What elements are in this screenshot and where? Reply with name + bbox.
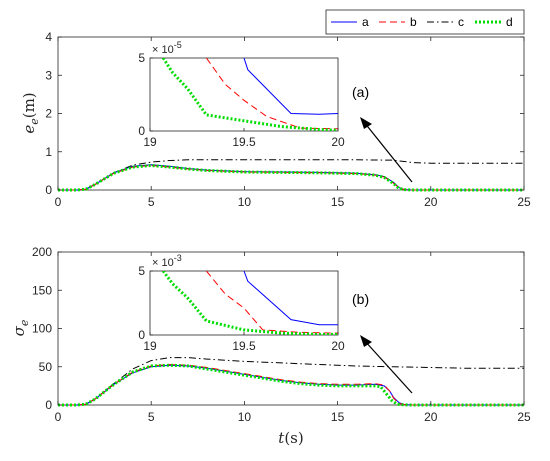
inset-x-tick-label: 19.5: [232, 135, 256, 149]
annotation-arrow: [363, 121, 413, 183]
inset-series-line-a: [243, 58, 338, 115]
y-tick-label: 0: [45, 398, 52, 412]
y-tick-label: 4: [45, 30, 52, 44]
inset-tick-layer: 19 19.5 20 0 5: [138, 51, 345, 149]
series-line-d: [58, 363, 524, 407]
x-tick-label: 0: [55, 195, 62, 209]
x-tick-label: 25: [517, 410, 531, 424]
y-tick-label: 1: [45, 145, 52, 159]
legend-label-b: b: [410, 15, 417, 29]
panel-label: (a): [352, 84, 369, 100]
series-line-d: [58, 163, 524, 192]
inset-y-tick-label: 5: [138, 51, 145, 65]
inset-axes: 19 19.5 20 0 5 × 10-5: [138, 40, 345, 149]
x-tick-label: 10: [238, 195, 252, 209]
x-tick-label: 10: [238, 410, 252, 424]
panel-label: (b): [352, 291, 369, 307]
x-axis-label: t(s): [278, 429, 303, 447]
inset-x-tick-label: 19: [143, 135, 157, 149]
legend-items: a b c d: [331, 15, 513, 29]
x-tick-label: 15: [331, 195, 345, 209]
x-tick-label: 20: [424, 195, 438, 209]
inset-multiplier: × 10-3: [152, 253, 182, 269]
inset-y-tick-label: 0: [138, 124, 145, 138]
tick-layer: 0 5 10 15 20 25 0 1 2 3 4: [45, 30, 531, 209]
inset-y-tick-label: 0: [138, 328, 145, 342]
series-line-c: [58, 159, 524, 191]
inset-series-layer: [161, 271, 338, 335]
inset-series-line-b: [206, 271, 338, 334]
annotation-arrow: [363, 339, 413, 394]
legend-label-d: d: [506, 15, 513, 29]
y-axis-label: σe: [10, 319, 31, 336]
y-tick-label: 2: [45, 107, 52, 121]
y-tick-label: 3: [45, 68, 52, 82]
y-tick-label: 150: [32, 283, 52, 297]
inset-y-tick-label: 5: [138, 264, 145, 278]
legend: a b c d: [325, 9, 525, 35]
arrowhead-icon: [360, 335, 372, 347]
inset-series-line-d: [161, 271, 338, 335]
x-tick-label: 5: [148, 410, 155, 424]
legend-label-a: a: [362, 15, 369, 29]
inset-x-tick-label: 19.5: [232, 339, 256, 353]
inset-series-line-d: [161, 58, 338, 131]
inset-series-layer: [161, 58, 338, 131]
series-layer: [58, 159, 524, 192]
inset-x-tick-label: 19: [143, 339, 157, 353]
x-tick-label: 15: [331, 410, 345, 424]
inset-axes: 19 19.5 20 0 5 × 10-3: [138, 253, 345, 353]
y-tick-label: 200: [32, 245, 52, 259]
x-tick-label: 0: [55, 410, 62, 424]
y-tick-label: 50: [39, 360, 53, 374]
inset-tick-layer: 19 19.5 20 0 5: [138, 264, 345, 353]
y-axis-label: ee(m): [20, 92, 41, 133]
x-tick-label: 25: [517, 195, 531, 209]
y-tick-label: 0: [45, 183, 52, 197]
inset-frame: [149, 270, 339, 336]
arrowhead-icon: [360, 117, 372, 129]
inset-series-line-a: [243, 271, 338, 326]
inset-multiplier: × 10-5: [152, 40, 182, 56]
panel-a: 0 5 10 15 20 25 0 1 2 3 4 ee(m) (a) 19 19.5 20 0 5 × 1…: [20, 30, 531, 209]
inset-x-tick-label: 20: [331, 135, 345, 149]
x-tick-label: 20: [424, 410, 438, 424]
x-tick-label: 5: [148, 195, 155, 209]
legend-label-c: c: [458, 15, 464, 29]
y-tick-label: 100: [32, 322, 52, 336]
series-layer: [58, 357, 524, 407]
inset-x-tick-label: 20: [331, 339, 345, 353]
